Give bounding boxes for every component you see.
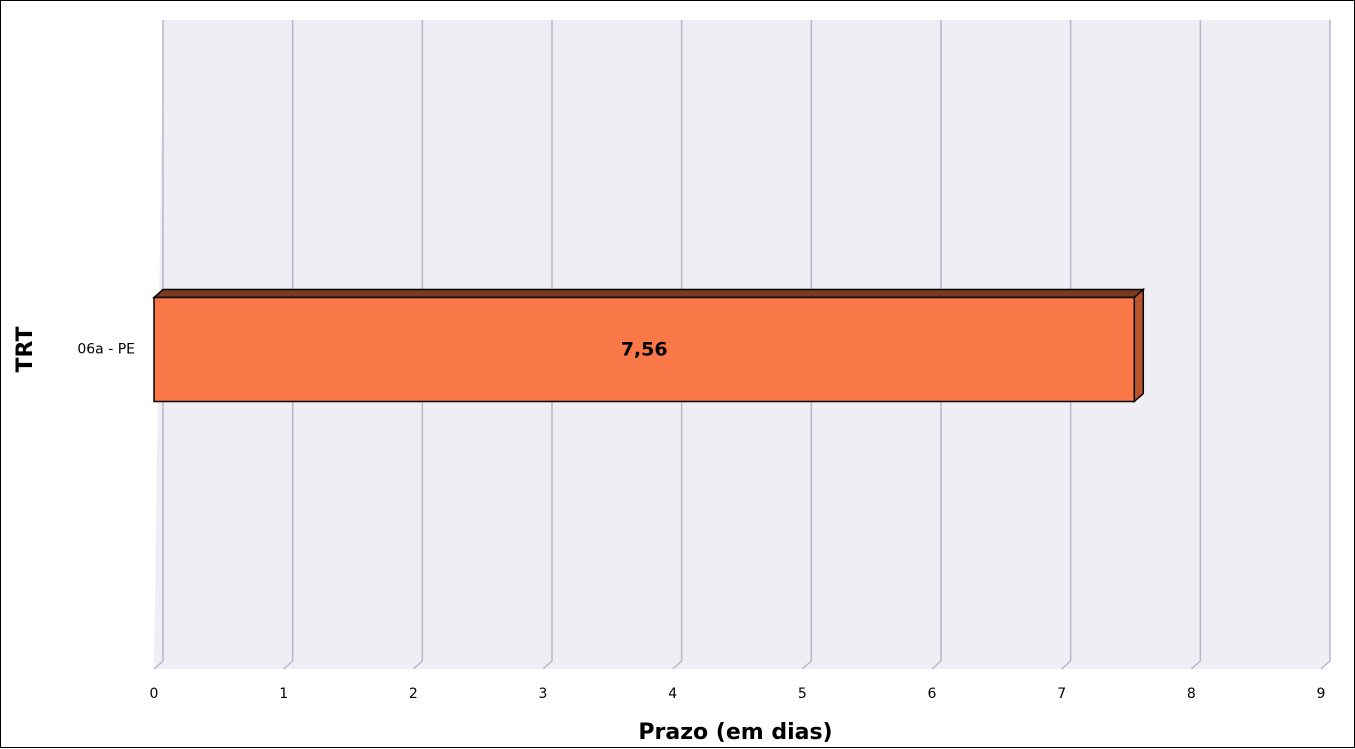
x-tick-label: 5 (798, 686, 807, 702)
x-tick-label: 7 (1057, 686, 1066, 702)
x-tick-label: 2 (409, 686, 418, 702)
bar-top-face (152, 288, 1146, 299)
x-tick-label: 6 (928, 686, 937, 702)
gridline-foot (1061, 660, 1072, 670)
x-tick-label: 1 (279, 686, 288, 702)
y-axis-title: TRT (13, 327, 38, 373)
x-tick-label: 4 (668, 686, 677, 702)
x-tick-label: 3 (539, 686, 548, 702)
bars (152, 287, 1146, 404)
gridline-foot (672, 660, 683, 670)
gridline-foot (1320, 660, 1331, 670)
y-category-label: 06a - PE (77, 342, 135, 358)
x-tick-label: 8 (1187, 686, 1196, 702)
bar-value-label: 7,56 (621, 339, 668, 361)
gridline-foot (801, 660, 812, 670)
x-tick-label: 9 (1317, 686, 1326, 702)
x-axis-title: Prazo (em dias) (638, 720, 832, 745)
gridline-foot (931, 660, 942, 670)
gridline-foot (1190, 660, 1201, 670)
bar (153, 296, 1136, 403)
gridline-foot (153, 660, 164, 670)
bar-side-face (1133, 287, 1145, 404)
gridline-foot (412, 660, 423, 670)
labels: 0 1 2 3 4 5 6 7 8 9 7,56 06a - PE (77, 339, 1325, 703)
x-tick-label: 0 (150, 686, 159, 702)
gridline-foot (542, 660, 553, 670)
gridline-foot (283, 660, 294, 670)
